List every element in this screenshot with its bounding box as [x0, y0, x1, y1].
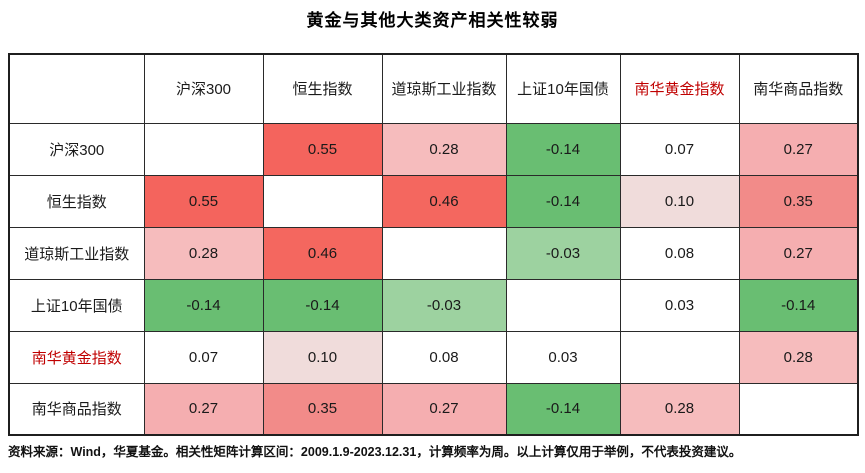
cell-r2-c5: 0.27 — [738, 226, 859, 280]
cell-r1-c5: 0.35 — [738, 174, 859, 228]
cell-r5-c4: 0.28 — [619, 382, 740, 436]
col-header-1: 恒生指数 — [262, 53, 383, 124]
cell-r3-c2: -0.03 — [381, 278, 507, 332]
cell-r0-c5: 0.27 — [738, 122, 859, 176]
table-row-3: 上证10年国债 -0.14 -0.14 -0.03 0.03 -0.14 — [8, 278, 859, 332]
row-header-2: 道琼斯工业指数 — [8, 226, 145, 280]
col-header-4: 南华黄金指数 — [619, 53, 740, 124]
cell-r0-c1: 0.55 — [262, 122, 383, 176]
cell-r4-c3: 0.03 — [505, 330, 621, 384]
cell-r4-c5: 0.28 — [738, 330, 859, 384]
cell-r5-c2: 0.27 — [381, 382, 507, 436]
cell-r4-c1: 0.10 — [262, 330, 383, 384]
source-footnote: 资料来源：Wind，华夏基金。相关性矩阵计算区间：2009.1.9-2023.1… — [8, 445, 742, 459]
col-header-3: 上证10年国债 — [505, 53, 621, 124]
table-row-0: 沪深300 0.55 0.28 -0.14 0.07 0.27 — [8, 122, 859, 176]
cell-r0-c0 — [143, 122, 264, 176]
cell-r3-c0: -0.14 — [143, 278, 264, 332]
row-header-3: 上证10年国债 — [8, 278, 145, 332]
cell-r4-c2: 0.08 — [381, 330, 507, 384]
cell-r4-c4 — [619, 330, 740, 384]
chart-title: 黄金与其他大类资产相关性较弱 — [306, 11, 559, 30]
table-row-4: 南华黄金指数 0.07 0.10 0.08 0.03 0.28 — [8, 330, 859, 384]
cell-r0-c4: 0.07 — [619, 122, 740, 176]
cell-r3-c4: 0.03 — [619, 278, 740, 332]
col-header-5: 南华商品指数 — [738, 53, 859, 124]
cell-r2-c2 — [381, 226, 507, 280]
cell-r0-c3: -0.14 — [505, 122, 621, 176]
table-row-5: 南华商品指数 0.27 0.35 0.27 -0.14 0.28 — [8, 382, 859, 436]
cell-r5-c0: 0.27 — [143, 382, 264, 436]
corner-cell — [8, 53, 145, 124]
cell-r3-c1: -0.14 — [262, 278, 383, 332]
cell-r1-c3: -0.14 — [505, 174, 621, 228]
cell-r3-c3 — [505, 278, 621, 332]
header-row: 沪深300 恒生指数 道琼斯工业指数 上证10年国债 南华黄金指数 南华商品指数 — [8, 53, 859, 124]
cell-r5-c3: -0.14 — [505, 382, 621, 436]
cell-r3-c5: -0.14 — [738, 278, 859, 332]
row-header-1: 恒生指数 — [8, 174, 145, 228]
cell-r5-c1: 0.35 — [262, 382, 383, 436]
row-header-4: 南华黄金指数 — [8, 330, 145, 384]
cell-r1-c4: 0.10 — [619, 174, 740, 228]
cell-r2-c1: 0.46 — [262, 226, 383, 280]
col-header-2: 道琼斯工业指数 — [381, 53, 507, 124]
cell-r2-c0: 0.28 — [143, 226, 264, 280]
cell-r0-c2: 0.28 — [381, 122, 507, 176]
row-header-5: 南华商品指数 — [8, 382, 145, 436]
cell-r5-c5 — [738, 382, 859, 436]
cell-r2-c4: 0.08 — [619, 226, 740, 280]
table-header: 沪深300 恒生指数 道琼斯工业指数 上证10年国债 南华黄金指数 南华商品指数 — [8, 53, 859, 124]
cell-r1-c0: 0.55 — [143, 174, 264, 228]
cell-r4-c0: 0.07 — [143, 330, 264, 384]
table-row-1: 恒生指数 0.55 0.46 -0.14 0.10 0.35 — [8, 174, 859, 228]
cell-r1-c2: 0.46 — [381, 174, 507, 228]
cell-r2-c3: -0.03 — [505, 226, 621, 280]
table-row-2: 道琼斯工业指数 0.28 0.46 -0.03 0.08 0.27 — [8, 226, 859, 280]
table-body: 沪深300 0.55 0.28 -0.14 0.07 0.27 恒生指数 0.55 0.46 -0… — [8, 122, 859, 436]
correlation-matrix-table: 沪深300 恒生指数 道琼斯工业指数 上证10年国债 南华黄金指数 南华商品指数 沪深30… — [8, 53, 859, 436]
cell-r1-c1 — [262, 174, 383, 228]
col-header-0: 沪深300 — [143, 53, 264, 124]
row-header-0: 沪深300 — [8, 122, 145, 176]
